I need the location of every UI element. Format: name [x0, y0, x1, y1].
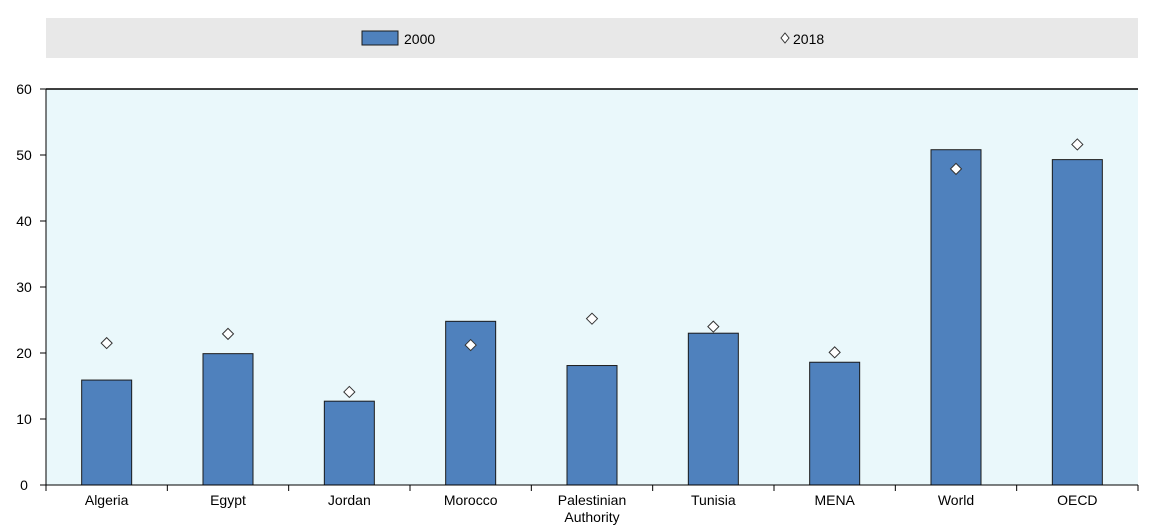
- legend-label-2018: 2018: [793, 31, 824, 47]
- x-tick-label-line: Authority: [564, 509, 619, 525]
- x-tick-label-line: Egypt: [210, 492, 246, 508]
- marker-2018: [585, 312, 599, 325]
- x-tick-label-line: Tunisia: [691, 492, 736, 508]
- x-tick-label-line: Jordan: [328, 492, 371, 508]
- y-tick-label: 60: [16, 81, 32, 97]
- x-tick-label: World: [938, 492, 974, 508]
- marker-2018: [1071, 138, 1084, 151]
- marker-2018: [707, 320, 720, 333]
- y-tick-label: 20: [16, 345, 32, 361]
- y-axis: 0 10 20 30 40 50 60: [16, 81, 1138, 493]
- marker-2018: [464, 338, 477, 352]
- bars: [81, 149, 1103, 486]
- bar-2000: [687, 332, 739, 486]
- legend-label-2000: 2000: [404, 31, 435, 47]
- x-tick-label: Algeria: [85, 492, 129, 508]
- x-tick-label: Jordan: [328, 492, 371, 508]
- marker-2018: [221, 327, 235, 341]
- x-tick-label: Morocco: [444, 492, 498, 508]
- x-tick-label-line: Palestinian: [558, 492, 627, 508]
- x-tick-label-line: Algeria: [85, 492, 129, 508]
- x-axis: Algeria Egypt Jordan Morocco Palestinian Auth…: [45, 89, 1139, 525]
- marker-2018: [949, 162, 963, 176]
- x-tick-label-line: World: [938, 492, 974, 508]
- legend: 2000 2018: [46, 18, 1138, 58]
- x-tick-label-line: Morocco: [444, 492, 498, 508]
- x-tick-label: Tunisia: [691, 492, 736, 508]
- x-tick-label: MENA: [814, 492, 855, 508]
- bar-2000: [81, 379, 133, 486]
- bar-2000: [930, 149, 982, 486]
- bar-2000: [202, 353, 254, 486]
- bar-2000: [566, 365, 618, 486]
- x-tick-label: Egypt: [210, 492, 246, 508]
- x-tick-label: Palestinian Authority: [558, 492, 627, 525]
- y-tick-label: 40: [16, 213, 32, 229]
- legend-background: [46, 18, 1138, 58]
- legend-items: 2000 2018: [361, 30, 824, 47]
- y-tick-label: 50: [16, 147, 32, 163]
- x-tick-label-line: MENA: [814, 492, 855, 508]
- bar-2000: [323, 400, 375, 486]
- legend-marker-2018: [780, 32, 790, 44]
- legend-swatch-2000: [361, 30, 399, 46]
- x-tick-label-line: OECD: [1057, 492, 1097, 508]
- marker-2018: [828, 346, 841, 359]
- y-tick-label: 0: [20, 477, 28, 493]
- marker-2018: [343, 385, 356, 399]
- bar-2000: [809, 361, 861, 486]
- x-tick-label: OECD: [1057, 492, 1097, 508]
- markers: [100, 138, 1084, 399]
- bar-2000: [1051, 159, 1103, 486]
- y-tick-label: 10: [16, 411, 32, 427]
- marker-2018: [100, 336, 113, 350]
- y-tick-label: 30: [16, 279, 32, 295]
